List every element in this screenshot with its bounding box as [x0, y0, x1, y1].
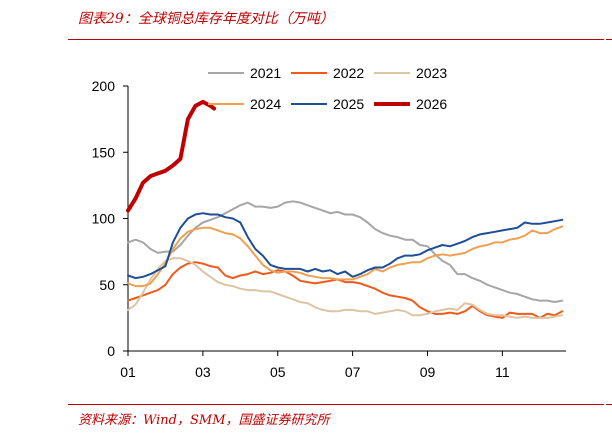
legend-label-2026: 2026 [416, 96, 447, 112]
chart-title: 图表29：全球铜总库存年度对比（万吨） [78, 11, 334, 27]
legend-label-2022: 2022 [333, 65, 364, 81]
series-line-2023 [127, 257, 564, 319]
y-tick-label: 150 [92, 144, 116, 160]
y-tick-label: 0 [107, 343, 115, 359]
series-line-2026 [126, 99, 217, 213]
y-tick-label: 200 [92, 78, 116, 94]
legend-label-2023: 2023 [416, 65, 447, 81]
x-tick-label: 03 [195, 364, 211, 380]
bottom-divider [68, 404, 604, 405]
source-note: 资料来源：Wind，SMM，国盛证券研究所 [78, 413, 330, 428]
x-tick-label: 11 [495, 364, 510, 380]
legend-label-2021: 2021 [250, 65, 281, 81]
top-divider-tick [606, 39, 612, 40]
x-tick-label: 01 [120, 364, 136, 380]
x-tick-label: 09 [420, 364, 436, 380]
chart-legend: 2021 2022 2023 2024 2025 2026 [208, 65, 447, 112]
series-line-2022 [127, 261, 564, 319]
chart-series [126, 99, 564, 319]
series-line-2025 [127, 212, 564, 280]
legend-label-2024: 2024 [250, 96, 281, 112]
series-line-2024 [127, 225, 564, 288]
chart-axes: 0 50 100 150 200 01 03 05 07 09 11 [92, 78, 566, 380]
legend-label-2025: 2025 [333, 96, 364, 112]
x-tick-label: 05 [270, 364, 286, 380]
y-tick-label: 50 [99, 277, 115, 293]
series-line-2021 [127, 200, 564, 303]
bottom-divider-tick [606, 404, 612, 405]
top-divider [68, 39, 604, 40]
x-tick-label: 07 [345, 364, 361, 380]
y-tick-label: 100 [92, 211, 116, 227]
